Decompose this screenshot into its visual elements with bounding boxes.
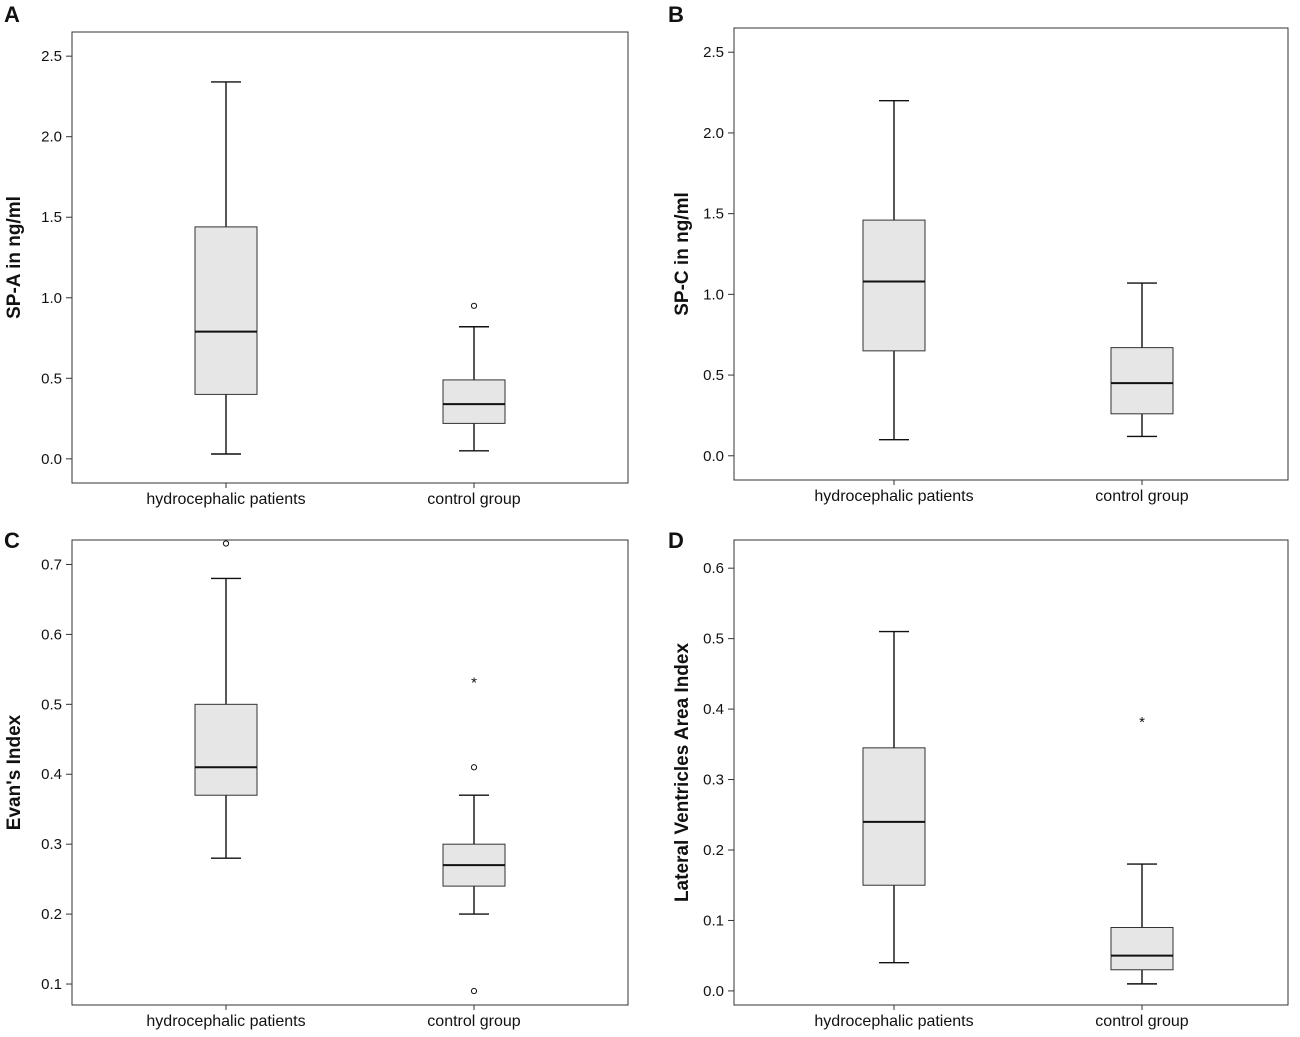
iqr-box: [862, 219, 926, 352]
y-tick-label: 0.6: [41, 626, 62, 643]
iqr-box: [442, 379, 506, 424]
y-tick-label: 0.4: [703, 701, 724, 718]
outlier-point: [470, 764, 478, 771]
x-category-label: hydrocephalic patients: [146, 1013, 305, 1030]
boxplot-hydrocephalic-patients: [194, 81, 258, 455]
outlier-point: [222, 540, 230, 547]
iqr-box: [1110, 347, 1174, 415]
panel-letter: B: [668, 2, 684, 27]
boxplot-hydrocephalic-patients: [862, 99, 926, 441]
outlier-point: [470, 302, 478, 309]
y-tick-label: 0.6: [703, 560, 724, 577]
panel-d: D Lateral Ventricles Area Index 0.0 0.1 0.2 0…: [668, 528, 1289, 1030]
y-tick-label: 1.0: [41, 290, 62, 307]
y-axis-label: Lateral Ventricles Area Index: [672, 643, 693, 903]
y-tick-label: 0.7: [41, 556, 62, 573]
boxplot-control-group: *: [1110, 714, 1174, 985]
y-tick-label: 1.5: [703, 206, 724, 223]
y-tick-label: 0.0: [703, 983, 724, 1000]
y-tick-label: 1.5: [41, 209, 62, 226]
y-tick-label: 0.1: [41, 976, 62, 993]
x-category-label: control group: [1095, 488, 1188, 505]
x-category-label: control group: [427, 1013, 520, 1030]
y-tick-label: 0.4: [41, 766, 62, 783]
panel-b: B SP-C in ng/ml 0.0 0.5 1.0 1.5 2.0 2.5 hydrocep…: [668, 2, 1289, 505]
outlier-point: [470, 987, 478, 995]
y-tick-label: 0.5: [41, 370, 62, 387]
x-category-label: hydrocephalic patients: [146, 491, 305, 508]
panel-letter: D: [668, 528, 684, 553]
plot-frame: [71, 539, 629, 1006]
iqr-box: [194, 703, 258, 796]
extreme-point: *: [471, 674, 477, 691]
plot-frame: [71, 31, 629, 484]
boxplot-hydrocephalic-patients: [862, 630, 926, 964]
panel-letter: C: [4, 528, 20, 553]
y-tick-label: 1.0: [703, 286, 724, 303]
y-axis-label: Evan's Index: [4, 714, 25, 830]
x-category-label: control group: [1095, 1013, 1188, 1030]
y-tick-label: 2.0: [41, 129, 62, 146]
boxplot-control-group: [1110, 282, 1174, 438]
iqr-box: [862, 747, 926, 886]
iqr-box: [194, 226, 258, 395]
x-category-label: hydrocephalic patients: [814, 1013, 973, 1030]
y-tick-label: 0.5: [41, 696, 62, 713]
y-tick-label: 2.5: [703, 44, 724, 61]
y-tick-label: 0.0: [703, 448, 724, 465]
iqr-box: [1110, 927, 1174, 971]
y-tick-label: 2.5: [41, 48, 62, 65]
boxplot-hydrocephalic-patients: [194, 540, 258, 859]
panel-a: A SP-A in ng/ml 0.0 0.5 1.0 1.5 2.0 2.5 hydrocep…: [4, 2, 629, 508]
plot-frame: [733, 27, 1289, 481]
y-tick-label: 0.2: [41, 906, 62, 923]
x-category-label: control group: [427, 491, 520, 508]
panel-letter: A: [4, 2, 20, 27]
y-tick-label: 0.0: [41, 451, 62, 468]
extreme-point: *: [1139, 714, 1145, 731]
y-axis-label: SP-A in ng/ml: [4, 196, 25, 319]
y-axis-label: SP-C in ng/ml: [672, 192, 693, 316]
y-tick-label: 0.5: [703, 631, 724, 648]
plot-frame: [733, 539, 1289, 1006]
panel-c: C Evan's Index 0.1 0.2 0.3 0.4 0.5 0.6 0.7 hydroc…: [4, 528, 629, 1030]
y-tick-label: 0.3: [41, 836, 62, 853]
x-category-label: hydrocephalic patients: [814, 488, 973, 505]
y-tick-label: 0.5: [703, 367, 724, 384]
y-tick-label: 2.0: [703, 125, 724, 142]
boxplot-control-group: *: [442, 674, 506, 995]
y-tick-label: 0.1: [703, 912, 724, 929]
y-tick-label: 0.2: [703, 842, 724, 859]
y-tick-label: 0.3: [703, 772, 724, 789]
boxplot-control-group: [442, 302, 506, 452]
